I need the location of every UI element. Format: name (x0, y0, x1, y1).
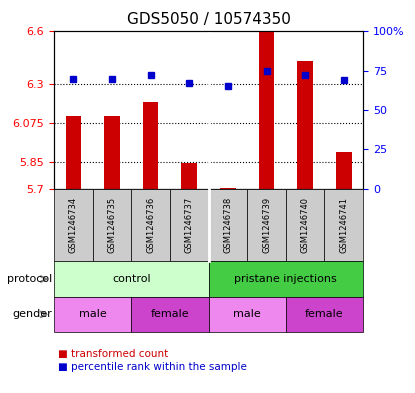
Text: male: male (233, 309, 261, 320)
Text: pristane injections: pristane injections (234, 274, 337, 284)
Text: control: control (112, 274, 151, 284)
Text: GSM1246741: GSM1246741 (339, 197, 348, 253)
Text: GSM1246740: GSM1246740 (300, 197, 310, 253)
Text: GSM1246736: GSM1246736 (146, 197, 155, 253)
Bar (66, 116, 81, 189)
Bar (143, 102, 158, 189)
Bar (336, 152, 352, 189)
Bar (104, 116, 120, 189)
Title: GDS5050 / 10574350: GDS5050 / 10574350 (127, 13, 290, 28)
Bar (181, 163, 197, 189)
Text: GSM1246734: GSM1246734 (69, 197, 78, 253)
Text: ■ percentile rank within the sample: ■ percentile rank within the sample (58, 362, 247, 373)
Text: GSM1246737: GSM1246737 (185, 197, 194, 253)
Text: protocol: protocol (7, 274, 52, 284)
Bar (220, 188, 236, 189)
Bar (259, 32, 274, 189)
Text: female: female (305, 309, 344, 320)
Text: female: female (151, 309, 189, 320)
Text: ■ transformed count: ■ transformed count (58, 349, 168, 359)
Bar (298, 61, 313, 189)
Text: male: male (79, 309, 107, 320)
Text: gender: gender (12, 309, 52, 320)
Text: GSM1246735: GSM1246735 (107, 197, 117, 253)
Text: GSM1246739: GSM1246739 (262, 197, 271, 253)
Text: GSM1246738: GSM1246738 (223, 197, 232, 253)
